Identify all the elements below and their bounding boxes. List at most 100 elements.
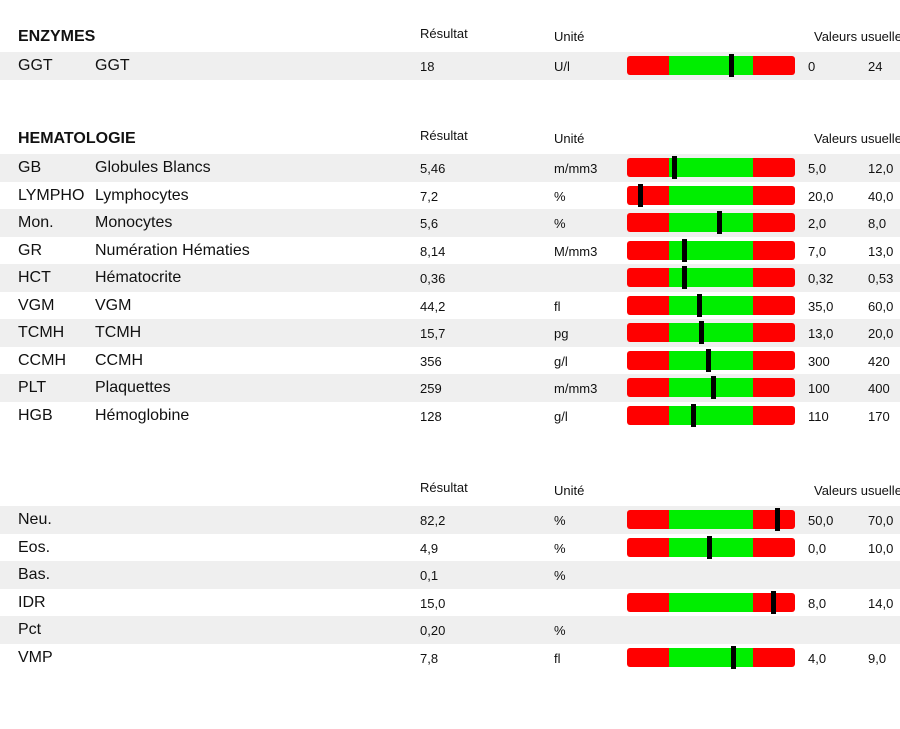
gauge-normal-zone: [669, 592, 753, 612]
test-unit: %: [554, 513, 566, 528]
test-result: 8,14: [420, 243, 446, 259]
gauge-marker: [771, 590, 777, 614]
reference-max: 14,0: [868, 595, 894, 611]
reference-max: 12,0: [868, 161, 894, 176]
gauge-normal-zone: [669, 240, 753, 260]
test-code: HGB: [18, 406, 53, 424]
test-result: 7,8: [420, 650, 439, 666]
test-name: Lymphocytes: [95, 186, 189, 204]
gauge-marker: [774, 508, 780, 531]
test-code: Neu.: [18, 511, 52, 528]
test-code: TCMH: [18, 324, 65, 341]
test-name: Globules Blancs: [95, 159, 211, 176]
reference-max: 8,0: [868, 216, 887, 231]
gauge-low-zone: [627, 158, 669, 177]
result-column-header: Résultat: [420, 128, 468, 143]
reference-min: 7,0: [808, 243, 827, 259]
range-gauge: [627, 266, 795, 289]
reference-column-header: Valeurs usuelles: [814, 483, 900, 498]
reference-max: 400: [868, 381, 890, 396]
gauge-normal-zone: [669, 350, 753, 370]
gauge-normal-zone: [669, 510, 753, 529]
test-unit: m/mm3: [554, 161, 598, 176]
gauge-low-zone: [627, 295, 669, 315]
unit-column-header: Unité: [554, 131, 585, 146]
test-unit: g/l: [554, 353, 568, 369]
gauge-high-zone: [753, 268, 795, 287]
gauge-high-zone: [753, 647, 795, 667]
reference-column-header: Valeurs usuelles: [814, 131, 900, 146]
gauge-high-zone: [753, 158, 795, 177]
section-header: ENZYMES Résultat Unité Valeurs usuelles: [0, 26, 900, 52]
section-title: HEMATOLOGIE: [18, 130, 136, 147]
gauge-low-zone: [627, 350, 669, 370]
gauge-normal-zone: [669, 185, 753, 205]
section-title: ENZYMES: [18, 28, 96, 45]
result-row: VMP 7,8 fl 4,0 9,0: [0, 644, 900, 672]
gauge-normal-zone: [669, 56, 753, 75]
range-gauge: [627, 321, 795, 344]
gauge-normal-zone: [669, 213, 753, 232]
gauge-high-zone: [753, 240, 795, 260]
gauge-low-zone: [627, 323, 669, 342]
range-gauge: [627, 645, 795, 669]
result-row: GB Globules Blancs 5,46 m/mm3 5,0 12,0: [0, 154, 900, 182]
test-code: CCMH: [18, 351, 66, 369]
range-gauge: [627, 590, 795, 614]
test-code: IDR: [18, 593, 46, 611]
gauge-normal-zone: [669, 647, 753, 667]
test-code: VMP: [18, 648, 53, 666]
test-unit: %: [554, 188, 566, 204]
gauge-high-zone: [753, 510, 795, 529]
reference-min: 2,0: [808, 216, 827, 231]
reference-min: 0,0: [808, 540, 827, 556]
test-code: GGT: [18, 57, 53, 74]
test-result: 259: [420, 381, 442, 396]
test-code: Bas.: [18, 566, 51, 583]
reference-min: 13,0: [808, 326, 834, 341]
test-result: 5,46: [420, 161, 446, 176]
result-row: HGB Hémoglobine 128 g/l 110 170: [0, 402, 900, 430]
gauge-marker: [672, 156, 678, 179]
reference-min: 4,0: [808, 650, 827, 666]
test-name: Plaquettes: [95, 379, 171, 396]
reference-max: 20,0: [868, 326, 894, 341]
test-name: CCMH: [95, 351, 143, 369]
gauge-high-zone: [753, 56, 795, 75]
gauge-high-zone: [753, 295, 795, 315]
result-row: TCMH TCMH 15,7 pg 13,0 20,0: [0, 319, 900, 347]
test-code: PLT: [18, 379, 47, 396]
result-row: HCT Hématocrite 0,36 0,32 0,53: [0, 264, 900, 292]
gauge-low-zone: [627, 378, 669, 397]
test-result: 44,2: [420, 298, 446, 314]
test-name: Numération Hématies: [95, 241, 250, 259]
gauge-low-zone: [627, 592, 669, 612]
test-result: 4,9: [420, 540, 439, 556]
section-hematologie: HEMATOLOGIE Résultat Unité Valeurs usuelles…: [0, 128, 900, 429]
gauge-high-zone: [753, 350, 795, 370]
range-gauge: [627, 403, 795, 427]
gauge-normal-zone: [669, 158, 753, 177]
test-result: 15,7: [420, 326, 446, 341]
gauge-low-zone: [627, 510, 669, 529]
range-gauge: [627, 508, 795, 531]
range-gauge: [627, 54, 795, 77]
test-name: Monocytes: [95, 214, 173, 231]
reference-min: 20,0: [808, 188, 834, 204]
section-enzymes: ENZYMES Résultat Unité Valeurs usuelles GGT G…: [0, 26, 900, 80]
gauge-marker: [717, 211, 723, 234]
gauge-marker: [690, 403, 696, 427]
gauge-marker: [730, 645, 736, 669]
range-gauge: [627, 238, 795, 262]
reference-min: 50,0: [808, 513, 834, 528]
gauge-low-zone: [627, 240, 669, 260]
test-unit: m/mm3: [554, 381, 598, 396]
section-formule: Résultat Unité Valeurs usuelles Neu. 82,2% 50…: [0, 480, 900, 671]
reference-max: 10,0: [868, 540, 894, 556]
test-code: GB: [18, 159, 42, 176]
range-gauge: [627, 156, 795, 179]
gauge-low-zone: [627, 647, 669, 667]
gauge-low-zone: [627, 268, 669, 287]
result-row: GGT GGT 18 U/l 0 24: [0, 52, 900, 80]
result-column-header: Résultat: [420, 480, 468, 495]
